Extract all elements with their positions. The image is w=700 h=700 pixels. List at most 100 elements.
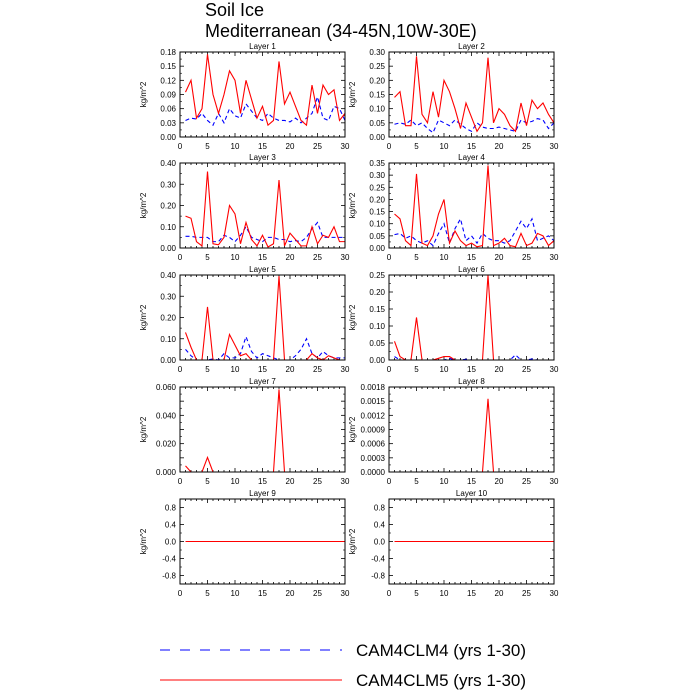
y-tick-label: -0.4	[162, 555, 176, 564]
y-tick-label: 0.0	[374, 538, 386, 547]
y-tick-label: 0.00	[369, 356, 385, 365]
x-tick-label: 5	[205, 589, 210, 598]
panel-title: Layer 6	[458, 265, 485, 274]
panel-frame	[388, 51, 555, 138]
panel-9: Layer 9 kg/m^2 0 5 10 15 20 25 30 -0.8 -0.4 0.0 0.4 0…	[139, 489, 350, 598]
y-tick-label: 0.30	[369, 171, 385, 180]
x-tick-label: 15	[467, 365, 476, 374]
panel-1: Layer 1 kg/m^2 0 5 10 15 20 25 30 0.00 0.03 0.06 0.0…	[139, 42, 350, 151]
y-tick-label: 0.18	[160, 48, 176, 57]
series-line-clm4	[394, 217, 555, 247]
x-tick-label: 25	[522, 253, 531, 262]
series-line-clm4	[394, 117, 555, 134]
y-tick-label: 0.10	[160, 335, 176, 344]
y-tick-label: 0.15	[369, 208, 385, 217]
panel-title: Layer 1	[249, 42, 276, 51]
series-line-clm5	[185, 389, 286, 473]
x-tick-label: 25	[522, 142, 531, 151]
x-tick-label: 20	[286, 365, 295, 374]
y-axis-label: kg/m^2	[139, 528, 148, 554]
y-tick-label: 0.40	[160, 159, 176, 168]
x-tick-label: 10	[231, 142, 240, 151]
x-tick-label: 10	[231, 365, 240, 374]
panel-title: Layer 7	[249, 377, 276, 386]
x-tick-label: 15	[467, 142, 476, 151]
y-tick-label: 0.30	[369, 48, 385, 57]
x-tick-label: 25	[522, 365, 531, 374]
x-tick-label: 20	[495, 253, 504, 262]
y-axis-label: kg/m^2	[139, 81, 148, 107]
x-tick-label: 20	[495, 589, 504, 598]
x-tick-label: 0	[387, 142, 392, 151]
x-tick-label: 25	[522, 589, 531, 598]
x-tick-label: 5	[205, 253, 210, 262]
panel-frame	[179, 51, 346, 138]
y-tick-label: 0.0003	[361, 454, 386, 463]
y-tick-label: 0.0018	[361, 383, 386, 392]
y-tick-label: 0.20	[369, 288, 385, 297]
panel-title: Layer 5	[249, 265, 276, 274]
y-tick-label: 0.20	[369, 195, 385, 204]
x-tick-label: 0	[178, 477, 183, 486]
x-tick-label: 10	[440, 142, 449, 151]
series-line-clm4	[185, 221, 345, 243]
y-tick-label: 0.0015	[361, 397, 386, 406]
panel-frame	[179, 498, 346, 585]
y-tick-label: 0.15	[160, 62, 176, 71]
x-tick-label: 30	[550, 365, 559, 374]
x-tick-label: 25	[313, 142, 322, 151]
x-tick-label: 10	[231, 477, 240, 486]
y-tick-label: 0.05	[369, 339, 385, 348]
y-tick-label: 0.0000	[361, 468, 386, 477]
y-tick-label: 0.15	[369, 305, 385, 314]
x-tick-label: 30	[550, 253, 559, 262]
y-tick-label: 0.15	[369, 91, 385, 100]
x-tick-label: 30	[550, 142, 559, 151]
x-tick-label: 30	[341, 477, 350, 486]
x-tick-label: 15	[467, 253, 476, 262]
y-tick-label: 0.8	[165, 504, 177, 513]
x-tick-label: 0	[387, 589, 392, 598]
series-line-clm4	[394, 354, 554, 361]
x-tick-label: 15	[258, 589, 267, 598]
y-tick-label: 0.060	[156, 383, 177, 392]
panel-frame	[388, 274, 555, 361]
y-tick-label: 0.0009	[361, 426, 386, 435]
y-tick-label: 0.10	[369, 220, 385, 229]
panel-4: Layer 4 kg/m^2 0 5 10 15 20 25 30 0.00 0.05 0.10 0.1…	[348, 153, 559, 262]
y-tick-label: 0.20	[160, 314, 176, 323]
panel-title: Layer 9	[249, 489, 276, 498]
panel-7: Layer 7 kg/m^2 0 5 10 15 20 25 30 0.000 0.020 0.040…	[139, 377, 350, 486]
panel-5: Layer 5 kg/m^2 0 5 10 15 20 25 30 0.00 0.10 0.20 0.3…	[139, 265, 350, 374]
panel-frame	[388, 162, 555, 249]
y-axis-label: kg/m^2	[348, 304, 357, 330]
x-tick-label: 0	[178, 365, 183, 374]
y-axis-label: kg/m^2	[139, 416, 148, 442]
x-tick-label: 20	[286, 253, 295, 262]
y-tick-label: 0.09	[160, 91, 176, 100]
legend: CAM4CLM4 (yrs 1-30) CAM4CLM5 (yrs 1-30)	[160, 641, 526, 690]
y-tick-label: 0.00	[160, 133, 176, 142]
y-axis-label: kg/m^2	[139, 304, 148, 330]
panel-3: Layer 3 kg/m^2 0 5 10 15 20 25 30 0.00 0.10 0.20 0.3…	[139, 153, 350, 262]
y-tick-label: -0.8	[162, 572, 176, 581]
y-tick-label: 0.30	[160, 292, 176, 301]
panel-title: Layer 10	[456, 489, 488, 498]
panel-title: Layer 4	[458, 153, 485, 162]
y-axis-label: kg/m^2	[348, 416, 357, 442]
y-tick-label: 0.12	[160, 76, 176, 85]
x-tick-label: 20	[495, 477, 504, 486]
y-tick-label: 0.4	[374, 521, 386, 530]
x-tick-label: 5	[205, 142, 210, 151]
panel-2: Layer 2 kg/m^2 0 5 10 15 20 25 30 0.00 0.05 0.10 0.1…	[348, 42, 559, 151]
x-tick-label: 5	[205, 477, 210, 486]
x-tick-label: 20	[286, 589, 295, 598]
x-tick-label: 25	[313, 253, 322, 262]
x-tick-label: 10	[231, 253, 240, 262]
x-tick-label: 30	[341, 365, 350, 374]
x-tick-label: 0	[178, 589, 183, 598]
x-tick-label: 5	[205, 365, 210, 374]
y-tick-label: 0.35	[369, 159, 385, 168]
series-line-clm5	[481, 398, 495, 473]
x-tick-label: 20	[495, 365, 504, 374]
